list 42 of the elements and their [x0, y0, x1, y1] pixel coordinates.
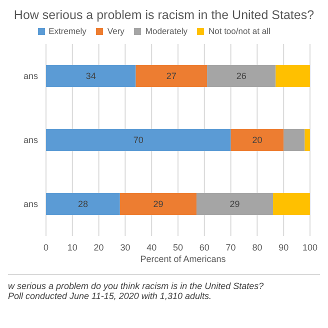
legend-label: Very — [107, 26, 124, 36]
bar — [46, 65, 136, 87]
x-tick-label: 0 — [43, 242, 49, 252]
text: w serious a problem do you think racism is in the United States? — [8, 281, 265, 291]
x-tick-label: 30 — [120, 242, 130, 252]
x-tick-label: 70 — [226, 242, 236, 252]
x-tick-label: 60 — [199, 242, 210, 252]
data-label: 70 — [133, 135, 144, 145]
x-tick-label: 100 — [302, 242, 318, 252]
bar — [284, 129, 305, 151]
bar — [120, 193, 196, 215]
x-tick-label: 20 — [94, 242, 104, 252]
bar — [304, 129, 310, 151]
text: Poll conducted June 11-15, 2020 with 1,310 adults. — [8, 291, 212, 301]
bar — [273, 193, 310, 215]
legend-label: Not too/not at all — [208, 26, 270, 36]
data-label: 20 — [252, 135, 262, 145]
bar — [230, 129, 284, 151]
y-tick-label: ans — [23, 71, 38, 82]
x-tick-label: 10 — [67, 242, 78, 252]
bar — [196, 193, 274, 215]
x-tick-label: 90 — [278, 242, 289, 252]
chart-title: How serious a problem is racism in the United States? — [12, 8, 316, 22]
data-label: 29 — [230, 199, 240, 209]
data-label: 27 — [166, 71, 176, 81]
bar — [207, 65, 276, 87]
data-label: 28 — [78, 199, 88, 209]
bar — [46, 193, 120, 215]
x-tick-label: 40 — [146, 242, 157, 252]
data-label: 26 — [236, 71, 246, 81]
bar — [136, 65, 208, 87]
data-label: 29 — [153, 199, 164, 209]
y-tick-label: ans — [23, 135, 38, 146]
bar — [46, 129, 231, 151]
data-label: 34 — [86, 71, 96, 81]
legend-label: Moderately — [145, 26, 188, 36]
x-axis-title: Percent of Americans — [139, 254, 227, 264]
x-tick-label: 50 — [172, 242, 184, 252]
y-tick-label: ans — [23, 199, 38, 210]
legend-label: Extremely — [48, 26, 86, 36]
x-tick-label: 80 — [252, 242, 262, 252]
bar — [276, 65, 310, 87]
